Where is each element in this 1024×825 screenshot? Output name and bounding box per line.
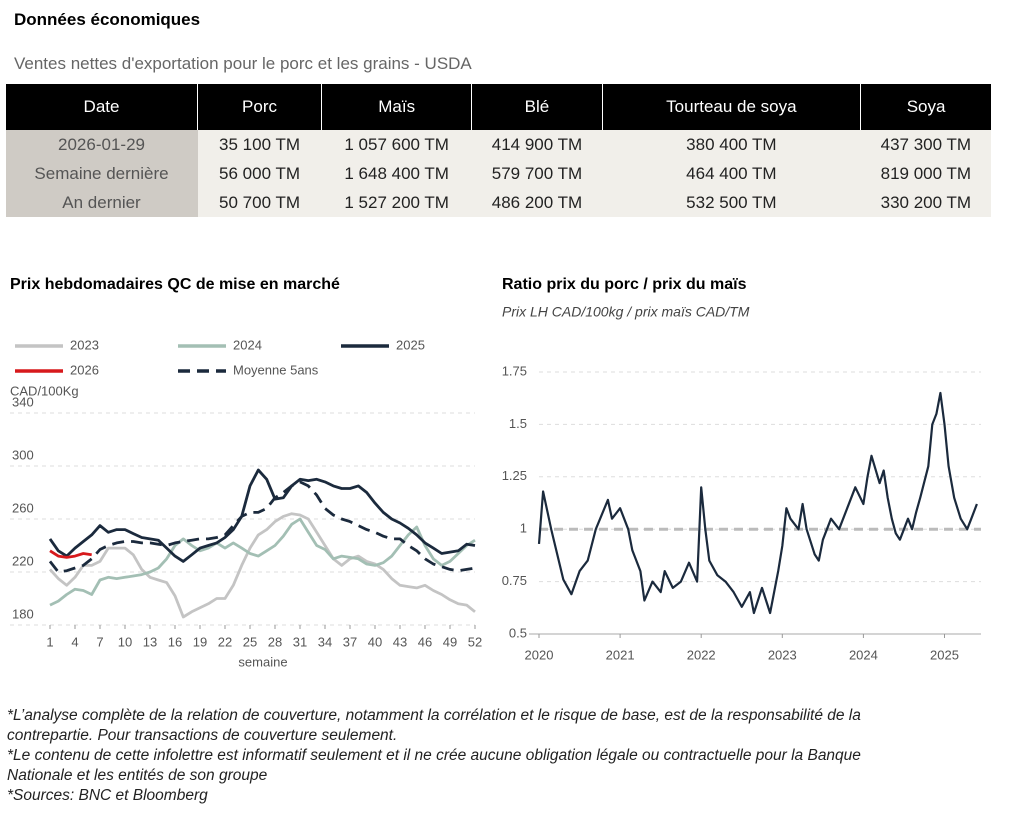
legend-label: 2024 [233,337,262,352]
x-tick-label: 13 [143,634,157,649]
export-table: Date Porc Maïs Blé Tourteau de soya Soya 2026-… [4,84,991,217]
x-tick-label: 2022 [687,647,716,662]
data-line [537,391,978,615]
table-cell: 437 300 TM [860,130,991,159]
footnote: *Sources: BNC et Bloomberg [7,787,208,804]
x-tick-label: 34 [318,634,332,649]
x-tick-label: 28 [268,634,282,649]
legend-label: 2026 [70,362,99,377]
table-cell: 35 100 TM [197,130,322,159]
y-tick-label: 1.75 [502,363,527,378]
x-tick-label: 52 [468,634,482,649]
table-cell: 819 000 TM [860,159,991,188]
table-cell: 1 648 400 TM [321,159,472,188]
table-row: An dernier 50 700 TM 1 527 200 TM 486 200 T… [5,188,991,217]
column-header: Tourteau de soya [601,84,861,130]
y-axis-label: CAD/100Kg [10,383,79,398]
footnote: *Le contenu de cette infolettre est info… [7,747,861,784]
x-tick-label: 2021 [606,647,635,662]
y-tick-label: 0.75 [502,573,527,588]
x-tick-label: 25 [243,634,257,649]
x-tick-label: 1 [46,634,53,649]
table-row: 2026-01-29 35 100 TM 1 057 600 TM 414 900 T… [5,130,991,159]
x-tick-label: 2023 [768,647,797,662]
y-tick-label: 260 [12,500,34,515]
page-subtitle: Ventes nettes d'exportation pour le porc… [14,54,472,73]
legend-label: 2025 [396,337,425,352]
table-cell: 532 500 TM [602,188,861,217]
y-tick-label: 1.5 [509,416,527,431]
charts: Prix hebdomadaires QC de mise en marché … [10,276,981,669]
data-line [48,468,476,563]
y-tick-label: 180 [12,606,34,621]
x-tick-label: 49 [443,634,457,649]
table-cell: 50 700 TM [197,188,322,217]
page-title: Données économiques [14,10,201,29]
table-cell: 56 000 TM [197,159,322,188]
table-cell: 1 527 200 TM [321,188,472,217]
x-tick-label: 2020 [525,647,554,662]
table-cell: 464 400 TM [602,159,861,188]
x-tick-label: 22 [218,634,232,649]
x-tick-label: 37 [343,634,357,649]
y-tick-label: 300 [12,447,34,462]
column-header: Date [4,84,198,130]
table-cell: 486 200 TM [471,188,603,217]
footnotes: *L’analyse complète de la relation de co… [7,706,887,806]
legend-label: 2023 [70,337,99,352]
column-header: Blé [471,84,603,130]
table-cell: 1 057 600 TM [321,130,472,159]
x-tick-label: 19 [193,634,207,649]
y-tick-label: 220 [12,553,34,568]
table-cell: 414 900 TM [471,130,603,159]
table-cell: 380 400 TM [602,130,861,159]
x-tick-label: 7 [96,634,103,649]
data-line [48,480,476,574]
table-cell: An dernier [5,188,198,217]
table-cell: 2026-01-29 [5,130,198,159]
table-row: Semaine dernière 56 000 TM 1 648 400 TM 579… [5,159,991,188]
chart-title: Prix hebdomadaires QC de mise en marché [10,276,340,293]
y-tick-label: 1.25 [502,468,527,483]
y-tick-label: 0.5 [509,625,527,640]
x-tick-label: 31 [293,634,307,649]
x-axis-label: semaine [238,654,287,669]
x-tick-label: 40 [368,634,382,649]
x-tick-label: 2025 [930,647,959,662]
x-tick-label: 46 [418,634,432,649]
x-tick-label: 4 [71,634,78,649]
table-cell: 330 200 TM [860,188,991,217]
column-header: Maïs [321,84,472,130]
table-cell: 579 700 TM [471,159,603,188]
x-tick-label: 43 [393,634,407,649]
y-tick-label: 1 [520,521,527,536]
chart-subtitle: Prix LH CAD/100kg / prix maïs CAD/TM [502,304,750,320]
column-header: Porc [197,84,322,130]
column-header: Soya [860,84,991,130]
data-line [48,512,476,619]
footnote: *L’analyse complète de la relation de co… [7,707,861,744]
y-tick-label: 340 [12,394,34,409]
x-tick-label: 2024 [849,647,878,662]
x-tick-label: 16 [168,634,182,649]
legend-label: Moyenne 5ans [233,362,319,377]
table-cell: Semaine dernière [5,159,198,188]
chart-title: Ratio prix du porc / prix du maïs [502,276,747,293]
data-line [49,549,92,559]
x-tick-label: 10 [118,634,132,649]
data-line [49,517,476,607]
